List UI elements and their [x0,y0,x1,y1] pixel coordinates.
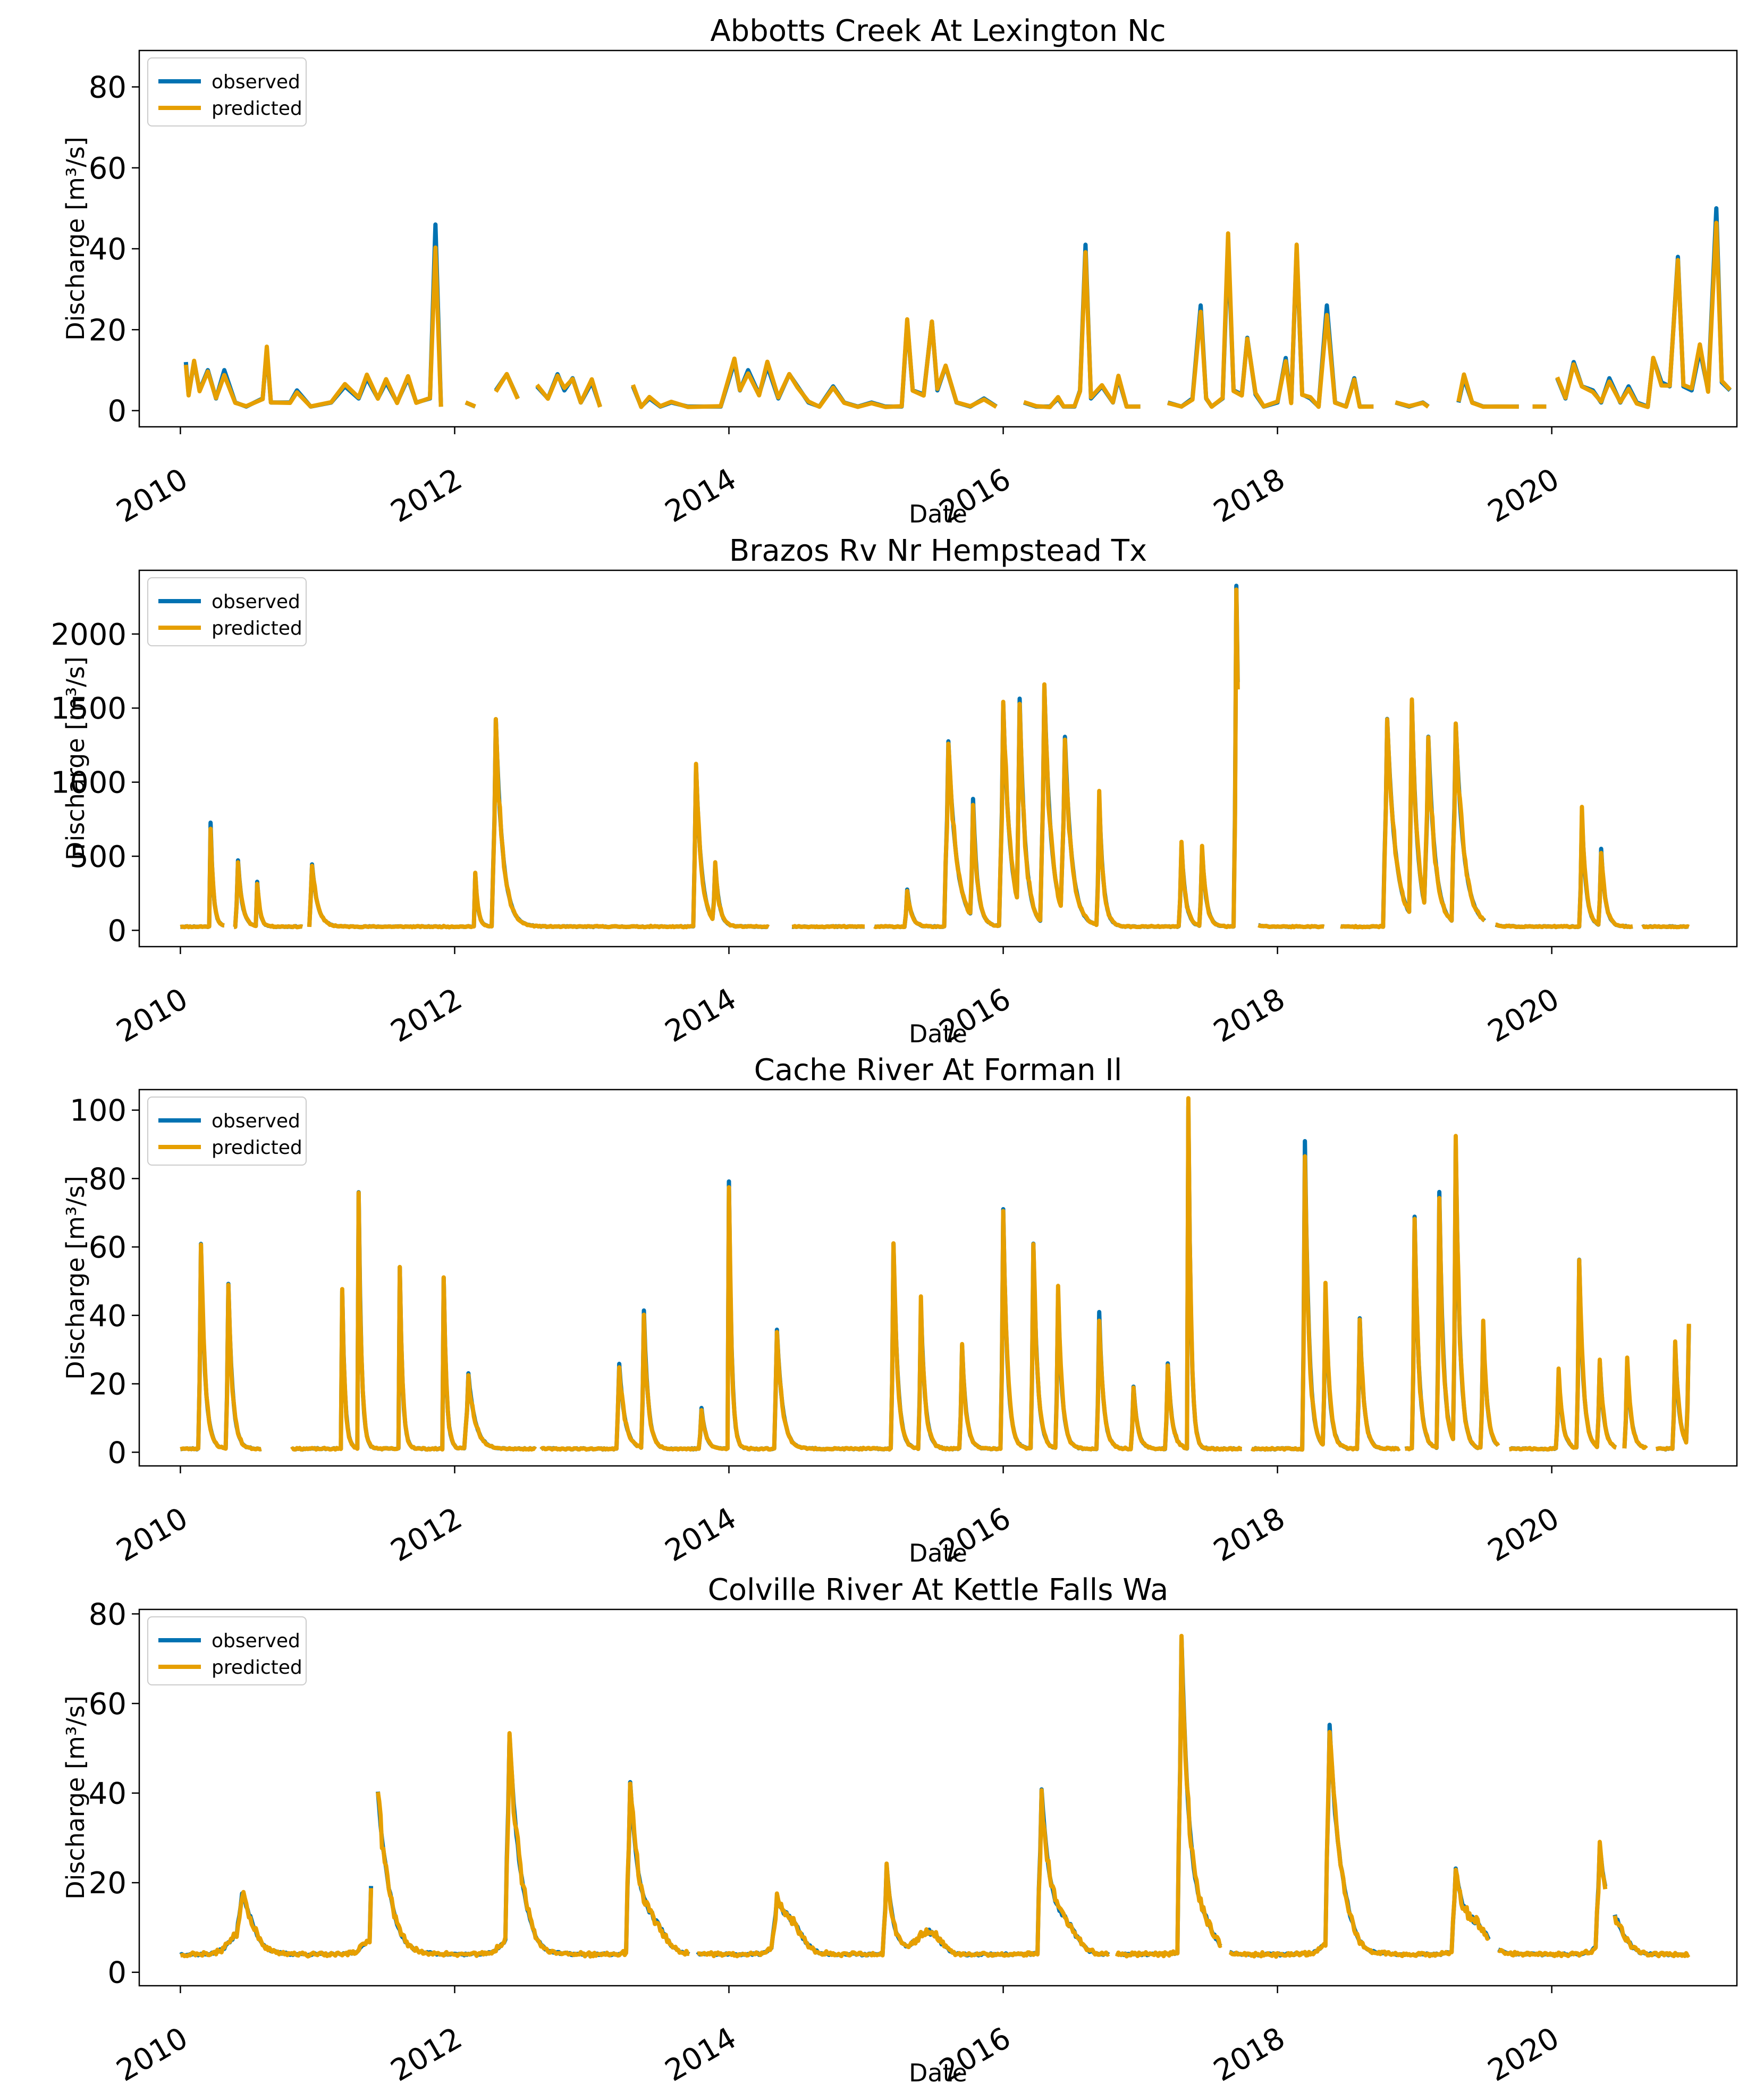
subplot-2: Brazos Rv Nr Hempstead Tx 0 500 1000 1500 200… [50,534,1738,1050]
x-tick-label: 2012 [385,462,468,530]
y-tick-label: 1500 [50,691,126,726]
y-tick-label: 0 [107,1956,126,1991]
subplot-1: Abbotts Creek At Lexington Nc 0 20 40 60 80 20… [61,14,1738,530]
legend: observed predicted [147,1616,307,1685]
x-tick-label: 2020 [1482,462,1565,530]
x-tick-label: 2020 [1482,1501,1565,1569]
y-tick-label: 40 [89,1299,126,1334]
legend-label-observed: observed [212,71,300,93]
x-axis-label: Date [909,2059,967,2087]
x-axis-label: Date [909,1539,967,1567]
x-tick-label: 2010 [111,462,193,530]
subplot-title: Abbotts Creek At Lexington Nc [710,14,1166,48]
axes-frame [138,49,1738,428]
x-tick-label: 2018 [1208,462,1291,530]
legend-label-predicted: predicted [212,1137,302,1159]
series-observed-line [180,584,1690,930]
axes-frame [138,569,1738,948]
subplot-title: Colville River At Kettle Falls Wa [708,1573,1169,1607]
x-tick-label: 2012 [385,2021,468,2089]
subplot-3: Cache River At Forman Il 0 20 40 60 80 100 2010… [61,1053,1738,1569]
x-tick-label: 2010 [111,1501,193,1569]
x-tick-label: 2010 [111,2021,193,2089]
axes-frame [138,1089,1738,1467]
y-tick-label: 2000 [50,618,126,652]
y-tick-label: 20 [89,1368,126,1402]
series-predicted-line [183,221,1732,409]
subplot-4: Colville River At Kettle Falls Wa 0 20 40 60… [61,1573,1738,2089]
y-tick-label: 60 [89,1687,126,1722]
y-tick-label: 40 [89,232,126,267]
legend-label-predicted: predicted [212,98,302,120]
x-axis-label: Date [909,1019,967,1048]
y-axis-label: Discharge [m³/s] [61,1176,90,1380]
y-tick-label: 1000 [50,766,126,800]
y-tick-label: 0 [107,394,126,429]
legend-label-predicted: predicted [212,1657,302,1679]
legend-label-predicted: predicted [212,618,302,639]
x-tick-label: 2018 [1208,2021,1291,2089]
y-axis-label: Discharge [m³/s] [61,656,90,861]
x-tick-label: 2018 [1208,1501,1291,1569]
series-observed-line [183,206,1732,409]
y-tick-label: 80 [89,1597,126,1632]
legend-label-observed: observed [212,1630,300,1652]
y-tick-label: 0 [107,1436,126,1470]
subplot-title: Brazos Rv Nr Hempstead Tx [729,534,1147,568]
y-tick-label: 80 [89,71,126,105]
x-tick-label: 2014 [660,1501,742,1569]
x-tick-label: 2014 [660,2021,742,2089]
x-tick-label: 2012 [385,1501,468,1569]
legend: observed predicted [147,1097,307,1166]
legend: observed predicted [147,57,307,126]
y-axis-label: Discharge [m³/s] [61,137,90,341]
x-tick-label: 2012 [385,982,468,1050]
y-tick-label: 20 [89,313,126,348]
y-tick-label: 20 [89,1866,126,1901]
y-tick-label: 500 [70,840,126,874]
series-predicted-line [180,1633,1691,1959]
x-tick-label: 2014 [660,982,742,1050]
legend-label-observed: observed [212,591,300,613]
y-tick-label: 40 [89,1777,126,1811]
x-tick-label: 2014 [660,462,742,530]
x-tick-label: 2018 [1208,982,1291,1050]
x-tick-label: 2020 [1482,982,1565,1050]
series-predicted-line [180,1096,1691,1452]
series-predicted-line [180,587,1690,930]
y-tick-label: 80 [89,1162,126,1196]
y-tick-label: 60 [89,151,126,186]
x-axis-label: Date [909,500,967,528]
x-tick-label: 2010 [111,982,193,1050]
y-tick-label: 60 [89,1230,126,1265]
legend-label-observed: observed [212,1110,300,1132]
legend: observed predicted [147,577,307,646]
axes-frame [138,1608,1738,1987]
y-axis-label: Discharge [m³/s] [61,1696,90,1900]
subplot-title: Cache River At Forman Il [754,1053,1122,1087]
y-tick-label: 100 [70,1094,126,1128]
x-tick-label: 2020 [1482,2021,1565,2089]
y-tick-label: 0 [107,914,126,948]
